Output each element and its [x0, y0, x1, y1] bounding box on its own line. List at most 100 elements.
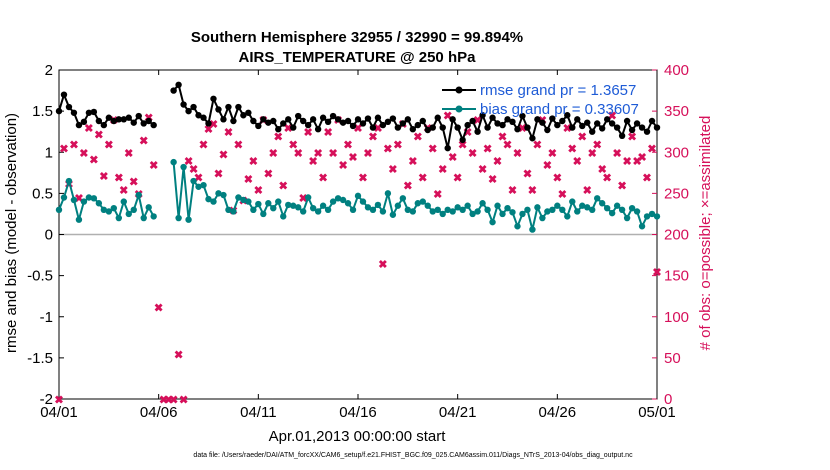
rmse-point [130, 119, 137, 126]
bias-point [424, 202, 431, 209]
bias-point [379, 208, 387, 215]
bias-point [554, 202, 561, 209]
bias-point [110, 204, 118, 212]
obs-count-marker: ✖ [408, 156, 417, 168]
rmse-point [65, 103, 73, 111]
bias-point [394, 202, 402, 209]
obs-count-marker: ✖ [294, 148, 303, 160]
obs-count-marker: ✖ [323, 127, 332, 139]
rmse-point [329, 112, 337, 120]
obs-count-marker: ✖ [174, 349, 183, 361]
obs-count-marker: ✖ [314, 148, 323, 160]
rmse-point [584, 119, 591, 126]
rmse-point [115, 116, 123, 123]
x-tick-label: 04/16 [339, 404, 377, 421]
rmse-point [519, 112, 526, 120]
bias-point [499, 210, 506, 218]
bias-point [494, 202, 501, 209]
bias-point [613, 202, 621, 209]
obs-count-marker: ✖ [264, 168, 273, 180]
obs-count-marker: ✖ [488, 174, 497, 186]
bias-point [339, 196, 347, 204]
rmse-point [210, 95, 217, 102]
obs-count-marker: ✖ [214, 168, 223, 180]
rmse-point [245, 109, 252, 116]
rmse-point [110, 117, 118, 125]
rmse-point [579, 122, 586, 130]
rmse-point [280, 120, 287, 127]
rmse-point [150, 121, 157, 129]
rmse-point [270, 117, 277, 125]
obs-count-marker: ✖ [179, 395, 188, 407]
bias-point [584, 204, 591, 211]
rmse-point [479, 112, 486, 119]
rmse-point [628, 126, 636, 134]
rmse-point [265, 119, 272, 126]
obs-count-marker: ✖ [553, 172, 562, 184]
obs-count-marker: ✖ [353, 123, 362, 135]
bias-point [623, 214, 631, 222]
obs-count-marker: ✖ [209, 119, 218, 131]
obs-count-marker: ✖ [518, 123, 527, 135]
x-tick-label: 05/01 [638, 404, 676, 421]
bias-point [205, 195, 212, 203]
obs-count-marker: ✖ [563, 123, 572, 135]
rmse-point [638, 124, 646, 131]
rmse-point [190, 103, 197, 111]
rmse-point [449, 116, 456, 123]
rmse-point [559, 117, 566, 125]
rmse-point [564, 112, 571, 119]
rmse-point [539, 119, 546, 126]
rmse-point [185, 107, 192, 115]
obs-count-marker: ✖ [149, 160, 158, 172]
obs-count-marker: ✖ [618, 181, 627, 193]
rmse-point [344, 117, 352, 125]
y-tick-label: -2 [40, 391, 53, 408]
obs-count-marker: ✖ [528, 185, 537, 197]
bias-point [603, 204, 611, 212]
bias-point [215, 190, 222, 197]
rmse-point [444, 144, 451, 152]
rmse-point [384, 118, 392, 126]
obs-count-marker: ✖ [124, 148, 133, 160]
bias-point [349, 206, 357, 214]
bias-point [344, 200, 352, 207]
x-tick-label: 04/01 [40, 404, 78, 421]
bias-point [454, 204, 461, 211]
obs-count-marker: ✖ [428, 144, 437, 156]
obs-count-marker: ✖ [383, 144, 392, 156]
rmse-point [469, 117, 476, 125]
rmse-point [180, 101, 187, 108]
y-tick-label: 0 [45, 227, 53, 244]
bias-point [364, 204, 372, 211]
obs-count-marker: ✖ [393, 140, 402, 152]
y2-axis-label: # of obs: o=possible; ×=assimilated [697, 116, 714, 351]
obs-count-marker: ✖ [304, 127, 313, 139]
obs-count-marker: ✖ [59, 144, 68, 156]
plot-area: -2 -1.5 -1 -0.5 0 0.5 1 1.5 2 0 50 100 150 200 250 300 3… [27, 62, 689, 421]
bias-point [135, 191, 142, 199]
obs-count-marker: ✖ [603, 172, 612, 184]
bias-point [85, 194, 93, 201]
obs-count-marker: ✖ [114, 172, 123, 184]
y-tick-label: 1.5 [32, 103, 53, 120]
rmse-point [489, 114, 496, 121]
bias-point [474, 208, 481, 215]
bias-point [250, 206, 257, 214]
obs-count-marker: ✖ [184, 156, 193, 168]
obs-count-marker: ✖ [468, 148, 477, 160]
obs-count-marker: ✖ [647, 144, 656, 156]
obs-count-marker: ✖ [368, 131, 377, 143]
rmse-point [618, 132, 626, 139]
bias-point [484, 206, 491, 214]
obs-count-marker: ✖ [189, 164, 198, 176]
y2-tick-label: 400 [664, 62, 689, 79]
bias-point [489, 218, 496, 226]
rmse-point [374, 114, 382, 121]
obs-count-marker: ✖ [622, 156, 631, 168]
obs-count-marker: ✖ [219, 149, 228, 161]
obs-count-marker: ✖ [94, 130, 103, 142]
y2-tick-label: 50 [664, 350, 681, 367]
rmse-point [594, 120, 601, 127]
bias-point [638, 223, 646, 230]
